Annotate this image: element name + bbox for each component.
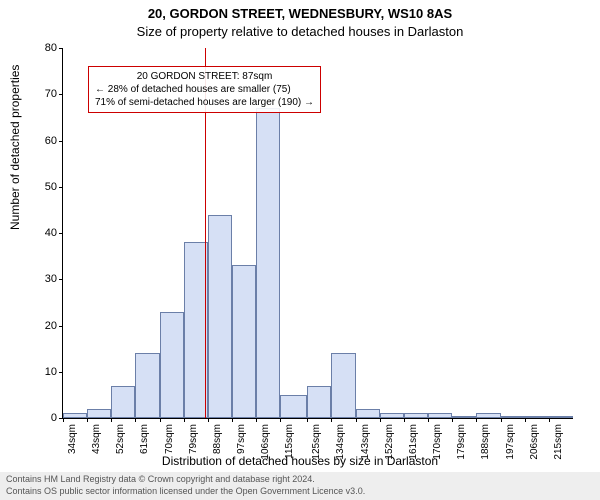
x-tick-mark xyxy=(307,418,308,422)
histogram-bar xyxy=(404,413,428,418)
histogram-bar xyxy=(331,353,355,418)
x-tick-mark xyxy=(280,418,281,422)
histogram-bar xyxy=(356,409,380,418)
plot-area: 0102030405060708034sqm43sqm52sqm61sqm70s… xyxy=(62,48,573,419)
x-tick-mark xyxy=(501,418,502,422)
histogram-bar xyxy=(452,416,476,418)
histogram-bar xyxy=(63,413,87,418)
x-tick-mark xyxy=(232,418,233,422)
histogram-bar xyxy=(232,265,256,418)
x-tick-mark xyxy=(87,418,88,422)
x-tick-mark xyxy=(476,418,477,422)
histogram-bar xyxy=(160,312,184,418)
x-tick-mark xyxy=(184,418,185,422)
y-tick-label: 40 xyxy=(27,227,57,239)
annotation-line: 20 GORDON STREET: 87sqm xyxy=(95,70,314,83)
y-axis-label: Number of detached properties xyxy=(8,65,22,230)
x-tick-mark xyxy=(160,418,161,422)
y-tick-label: 20 xyxy=(27,320,57,332)
histogram-bar xyxy=(111,386,135,418)
y-tick-mark xyxy=(59,48,63,49)
y-tick-mark xyxy=(59,187,63,188)
x-axis-label: Distribution of detached houses by size … xyxy=(0,454,600,468)
chart-footer: Contains HM Land Registry data © Crown c… xyxy=(0,472,600,500)
histogram-bar xyxy=(380,413,404,418)
histogram-bar xyxy=(280,395,307,418)
x-tick-mark xyxy=(549,418,550,422)
x-tick-mark xyxy=(380,418,381,422)
footer-line-2: Contains OS public sector information li… xyxy=(6,486,594,498)
y-tick-mark xyxy=(59,326,63,327)
y-tick-label: 50 xyxy=(27,181,57,193)
histogram-bar xyxy=(307,386,331,418)
x-tick-mark xyxy=(525,418,526,422)
chart-title-sub: Size of property relative to detached ho… xyxy=(0,24,600,39)
x-tick-mark xyxy=(135,418,136,422)
y-tick-mark xyxy=(59,372,63,373)
y-tick-label: 30 xyxy=(27,273,57,285)
y-tick-label: 80 xyxy=(27,42,57,54)
chart-title-main: 20, GORDON STREET, WEDNESBURY, WS10 8AS xyxy=(0,6,600,21)
y-tick-label: 10 xyxy=(27,366,57,378)
annotation-line: ← 28% of detached houses are smaller (75… xyxy=(95,83,314,96)
y-tick-mark xyxy=(59,233,63,234)
y-tick-label: 60 xyxy=(27,135,57,147)
x-tick-mark xyxy=(331,418,332,422)
histogram-bar xyxy=(549,416,573,418)
x-tick-mark xyxy=(111,418,112,422)
histogram-bar xyxy=(135,353,159,418)
histogram-bar xyxy=(525,416,549,418)
y-tick-label: 0 xyxy=(27,412,57,424)
chart-container: 20, GORDON STREET, WEDNESBURY, WS10 8AS … xyxy=(0,0,600,500)
annotation-box: 20 GORDON STREET: 87sqm← 28% of detached… xyxy=(88,66,321,113)
histogram-bar xyxy=(428,413,452,418)
x-tick-mark xyxy=(63,418,64,422)
x-tick-mark xyxy=(452,418,453,422)
x-tick-mark xyxy=(356,418,357,422)
histogram-bar xyxy=(476,413,500,418)
y-tick-mark xyxy=(59,94,63,95)
footer-line-1: Contains HM Land Registry data © Crown c… xyxy=(6,474,594,486)
y-tick-mark xyxy=(59,141,63,142)
x-tick-mark xyxy=(428,418,429,422)
histogram-bar xyxy=(87,409,111,418)
y-tick-mark xyxy=(59,279,63,280)
annotation-line: 71% of semi-detached houses are larger (… xyxy=(95,96,314,109)
histogram-bar xyxy=(256,108,280,418)
x-tick-mark xyxy=(404,418,405,422)
histogram-bar xyxy=(501,416,525,418)
histogram-bar xyxy=(208,215,232,419)
x-tick-mark xyxy=(208,418,209,422)
x-tick-mark xyxy=(256,418,257,422)
y-tick-label: 70 xyxy=(27,88,57,100)
